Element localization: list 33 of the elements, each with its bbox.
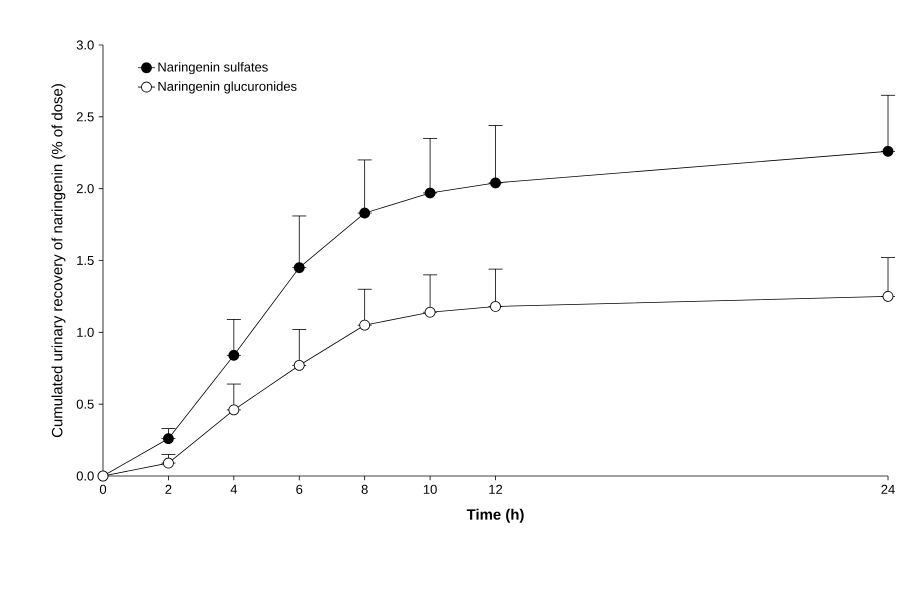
point [882, 291, 894, 302]
x-tick-label: 8 [362, 484, 368, 494]
point [490, 301, 501, 312]
y-axis-title: Cumulated urinary recovery of naringenin (% of dose) [51, 84, 66, 438]
point [490, 178, 501, 188]
point [359, 320, 370, 331]
x-axis-title: Time (h) [466, 508, 524, 523]
y-tick-label: 3.0 [76, 40, 94, 50]
x-tick-label: 10 [424, 484, 437, 494]
point [424, 188, 436, 198]
y-tick-label: 0.0 [76, 471, 94, 481]
point [359, 208, 370, 218]
x-tick-label: 2 [165, 484, 172, 494]
point [163, 433, 174, 444]
legend-label: Naringenin glucuronides [158, 81, 297, 94]
y-tick-label: 2.5 [76, 112, 94, 122]
y-tick-label: 1.5 [77, 256, 94, 266]
y-tick-label: 0.5 [76, 400, 94, 409]
point [294, 262, 305, 274]
point [228, 404, 240, 416]
y-tick-label: 2.0 [76, 184, 94, 194]
point [882, 146, 894, 157]
x-tick-label: 6 [296, 484, 302, 494]
point [163, 458, 174, 468]
point [424, 306, 436, 318]
x-tick-label: 24 [881, 484, 895, 494]
x-tick-label: 0 [100, 484, 106, 494]
legend-label: Naringenin sulfates [158, 62, 268, 74]
point [294, 360, 305, 371]
x-tick-label: 4 [230, 484, 238, 494]
x-tick-label: 12 [489, 484, 502, 494]
point [228, 350, 240, 361]
y-tick-label: 1.0 [77, 328, 94, 337]
